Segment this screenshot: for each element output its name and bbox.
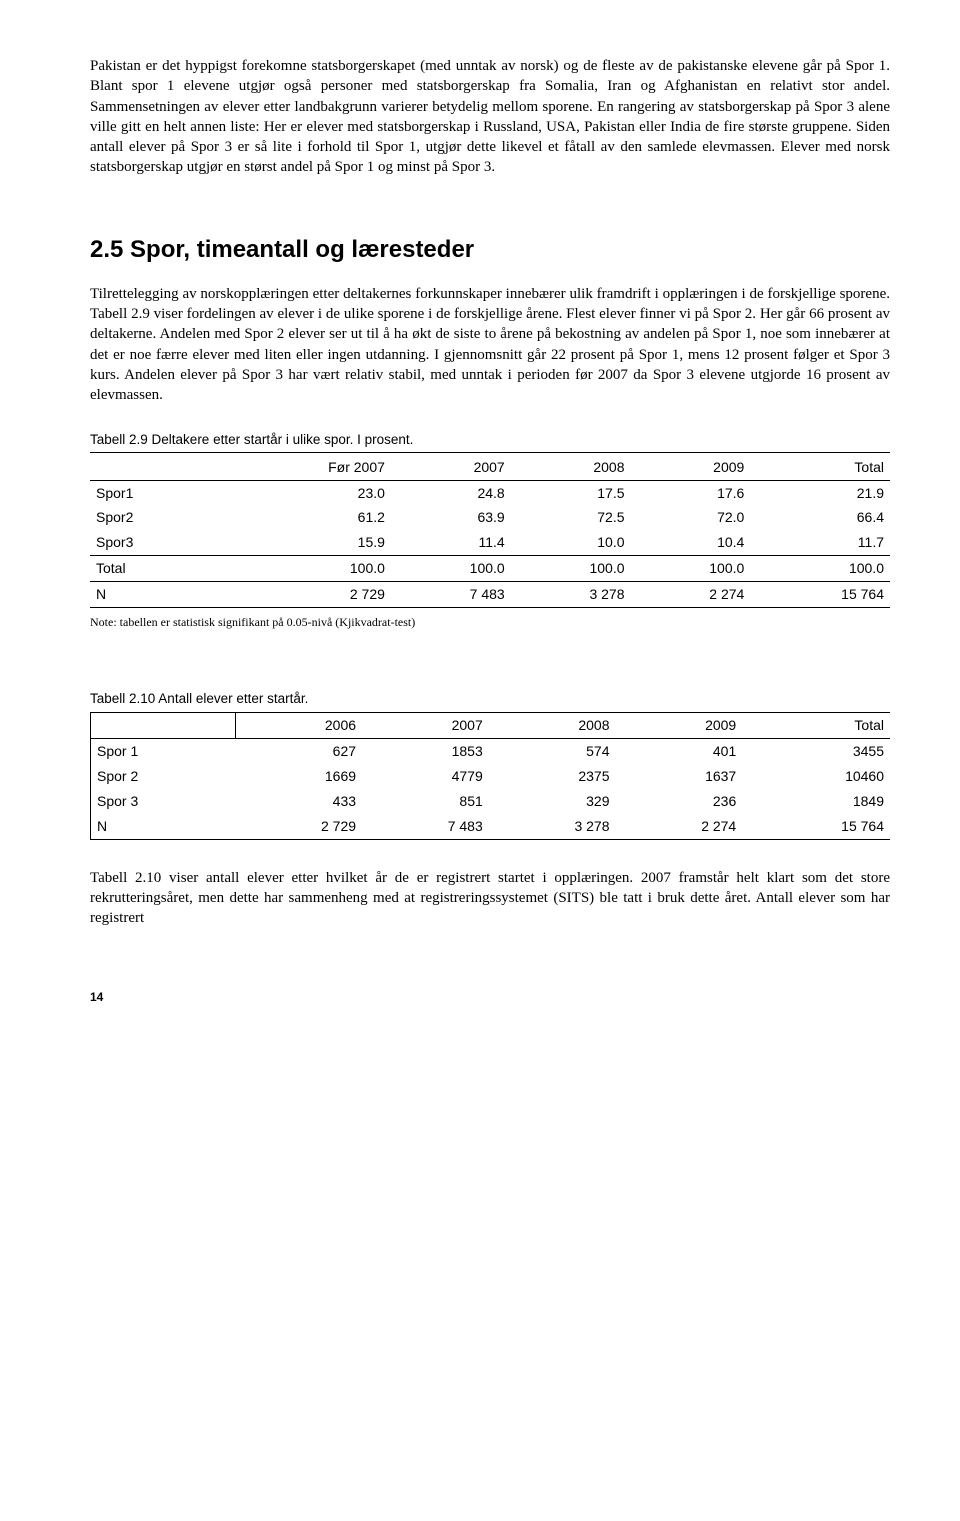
cell: 2 274: [616, 814, 743, 839]
cell: 17.5: [511, 480, 631, 505]
page-number: 14: [90, 989, 890, 1005]
table-2-9: Før 2007 2007 2008 2009 Total Spor1 23.0…: [90, 455, 890, 608]
body-paragraph-2: Tilrettelegging av norskopplæringen ette…: [90, 284, 890, 406]
table-2-10-caption: Tabell 2.10 Antall elever etter startår.: [90, 690, 890, 710]
table-row: Spor 3 433 851 329 236 1849: [91, 789, 891, 814]
cell: 3 278: [489, 814, 616, 839]
table-row: Spor 1 627 1853 574 401 3455: [91, 739, 891, 764]
cell: Spor 2: [91, 764, 236, 789]
body-paragraph-3: Tabell 2.10 viser antall elever etter hv…: [90, 868, 890, 929]
table-row: Total 100.0 100.0 100.0 100.0 100.0: [90, 556, 890, 582]
table-row: N 2 729 7 483 3 278 2 274 15 764: [91, 814, 891, 839]
cell: Spor3: [90, 530, 216, 555]
table-row: N 2 729 7 483 3 278 2 274 15 764: [90, 582, 890, 608]
cell: 10.0: [511, 530, 631, 555]
cell: 2 274: [631, 582, 751, 608]
cell: 1853: [362, 739, 489, 764]
table-row: 2006 2007 2008 2009 Total: [91, 713, 891, 739]
cell: 7 483: [362, 814, 489, 839]
cell: 10460: [742, 764, 890, 789]
col-header: [90, 455, 216, 480]
cell: 1637: [616, 764, 743, 789]
cell: 15 764: [742, 814, 890, 839]
table-2-10: 2006 2007 2008 2009 Total Spor 1 627 185…: [90, 712, 890, 839]
cell: 24.8: [391, 480, 511, 505]
col-header: Før 2007: [216, 455, 391, 480]
table-row: Spor2 61.2 63.9 72.5 72.0 66.4: [90, 505, 890, 530]
cell: 433: [235, 789, 362, 814]
col-header: 2008: [489, 713, 616, 739]
cell: 1669: [235, 764, 362, 789]
cell: 100.0: [631, 556, 751, 582]
cell: 100.0: [511, 556, 631, 582]
cell: Spor1: [90, 480, 216, 505]
col-header: 2007: [391, 455, 511, 480]
col-header: Total: [742, 713, 890, 739]
cell: 2 729: [216, 582, 391, 608]
cell: 72.5: [511, 505, 631, 530]
cell: 72.0: [631, 505, 751, 530]
cell: 3455: [742, 739, 890, 764]
cell: 2375: [489, 764, 616, 789]
cell: 15 764: [750, 582, 890, 608]
cell: 11.7: [750, 530, 890, 555]
cell: 10.4: [631, 530, 751, 555]
cell: 627: [235, 739, 362, 764]
cell: 100.0: [391, 556, 511, 582]
cell: Spor 3: [91, 789, 236, 814]
table-row: Spor3 15.9 11.4 10.0 10.4 11.7: [90, 530, 890, 555]
cell: 4779: [362, 764, 489, 789]
cell: 401: [616, 739, 743, 764]
table-row: Spor 2 1669 4779 2375 1637 10460: [91, 764, 891, 789]
cell: 66.4: [750, 505, 890, 530]
table-row: Spor1 23.0 24.8 17.5 17.6 21.9: [90, 480, 890, 505]
col-header: [91, 713, 236, 739]
table-2-9-caption: Tabell 2.9 Deltakere etter startår i uli…: [90, 431, 890, 452]
cell: Spor2: [90, 505, 216, 530]
cell: 11.4: [391, 530, 511, 555]
cell: 63.9: [391, 505, 511, 530]
cell: 7 483: [391, 582, 511, 608]
col-header: 2006: [235, 713, 362, 739]
cell: 329: [489, 789, 616, 814]
cell: 236: [616, 789, 743, 814]
cell: 851: [362, 789, 489, 814]
col-header: Total: [750, 455, 890, 480]
table-row: Før 2007 2007 2008 2009 Total: [90, 455, 890, 480]
cell: 61.2: [216, 505, 391, 530]
cell: 2 729: [235, 814, 362, 839]
cell: 574: [489, 739, 616, 764]
table-2-9-note: Note: tabellen er statistisk signifikant…: [90, 614, 890, 630]
cell: Spor 1: [91, 739, 236, 764]
cell: Total: [90, 556, 216, 582]
col-header: 2007: [362, 713, 489, 739]
cell: 23.0: [216, 480, 391, 505]
cell: N: [90, 582, 216, 608]
cell: 1849: [742, 789, 890, 814]
section-heading: 2.5 Spor, timeantall og læresteder: [90, 234, 890, 266]
cell: 100.0: [750, 556, 890, 582]
cell: 3 278: [511, 582, 631, 608]
cell: 17.6: [631, 480, 751, 505]
cell: 21.9: [750, 480, 890, 505]
cell: N: [91, 814, 236, 839]
body-paragraph-1: Pakistan er det hyppigst forekomne stats…: [90, 56, 890, 178]
col-header: 2009: [616, 713, 743, 739]
col-header: 2008: [511, 455, 631, 480]
cell: 15.9: [216, 530, 391, 555]
cell: 100.0: [216, 556, 391, 582]
col-header: 2009: [631, 455, 751, 480]
